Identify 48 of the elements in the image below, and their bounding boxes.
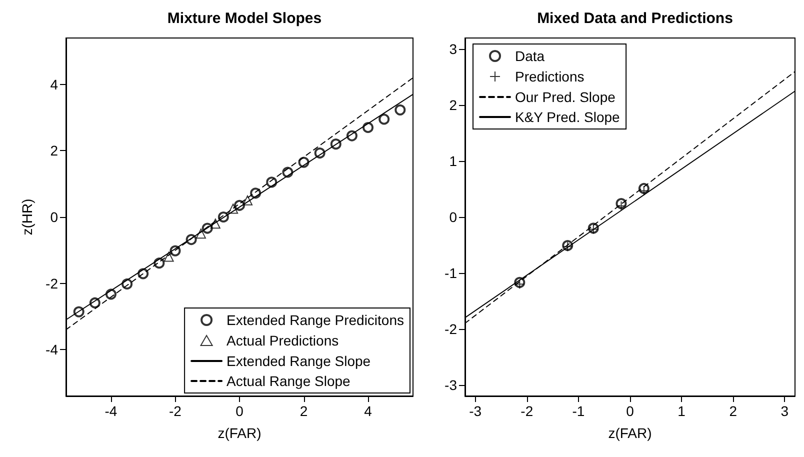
x-axis-title: z(FAR)	[608, 425, 652, 441]
point	[638, 186, 649, 196]
point	[196, 228, 206, 239]
point	[514, 279, 525, 290]
y-tick-label: -2	[444, 320, 458, 337]
x-tick-label: -2	[520, 403, 534, 419]
x-tick-label: -2	[169, 403, 182, 419]
y-tick-label: 3	[449, 41, 458, 58]
x-tick-label: 1	[678, 403, 686, 419]
y-tick-label: 0	[449, 209, 458, 225]
legend-label: Extended Range Predicitons	[226, 312, 404, 328]
point	[242, 195, 253, 206]
x-tick-label: -1	[572, 403, 585, 419]
chart-title: Mixed Data and Predictions	[537, 10, 733, 27]
point	[164, 252, 174, 262]
legend-label: Actual Predictions	[226, 332, 339, 348]
point	[228, 204, 238, 214]
point	[210, 218, 220, 229]
point	[394, 104, 406, 116]
legend-label: Data	[515, 48, 545, 64]
y-tick-label: -4	[46, 342, 58, 358]
legend-label: Predictions	[515, 68, 584, 84]
y-tick-label: 1	[449, 153, 458, 170]
y-tick-label: 0	[50, 209, 58, 225]
x-tick-label: 4	[364, 403, 372, 419]
legend-label: K&Y Pred. Slope	[515, 109, 620, 125]
y-tick-label: 2	[449, 97, 458, 114]
y-tick-label: -1	[444, 264, 458, 281]
legend-label: Our Pred. Slope	[515, 89, 616, 105]
legend-label: Extended Range Slope	[226, 353, 371, 369]
y-tick-label: 4	[50, 76, 58, 92]
point	[616, 200, 626, 211]
y-tick-label: 2	[50, 142, 58, 159]
x-tick-label: 0	[626, 403, 634, 419]
point	[378, 114, 390, 125]
x-tick-label: 2	[729, 403, 738, 419]
point	[362, 122, 374, 133]
x-tick-label: -3	[469, 403, 482, 419]
legend-label: Actual Range Slope	[226, 373, 351, 389]
x-tick-label: -4	[104, 403, 118, 419]
x-tick-label: 3	[780, 403, 789, 419]
x-axis-title: z(FAR)	[218, 425, 262, 441]
y-tick-label: -3	[444, 376, 458, 393]
chart-title: Mixture Model Slopes	[167, 10, 322, 27]
y-tick-label: -2	[46, 275, 58, 292]
x-tick-label: 2	[300, 403, 308, 419]
x-tick-label: 0	[236, 403, 244, 419]
y-axis-title: z(HR)	[19, 198, 35, 236]
